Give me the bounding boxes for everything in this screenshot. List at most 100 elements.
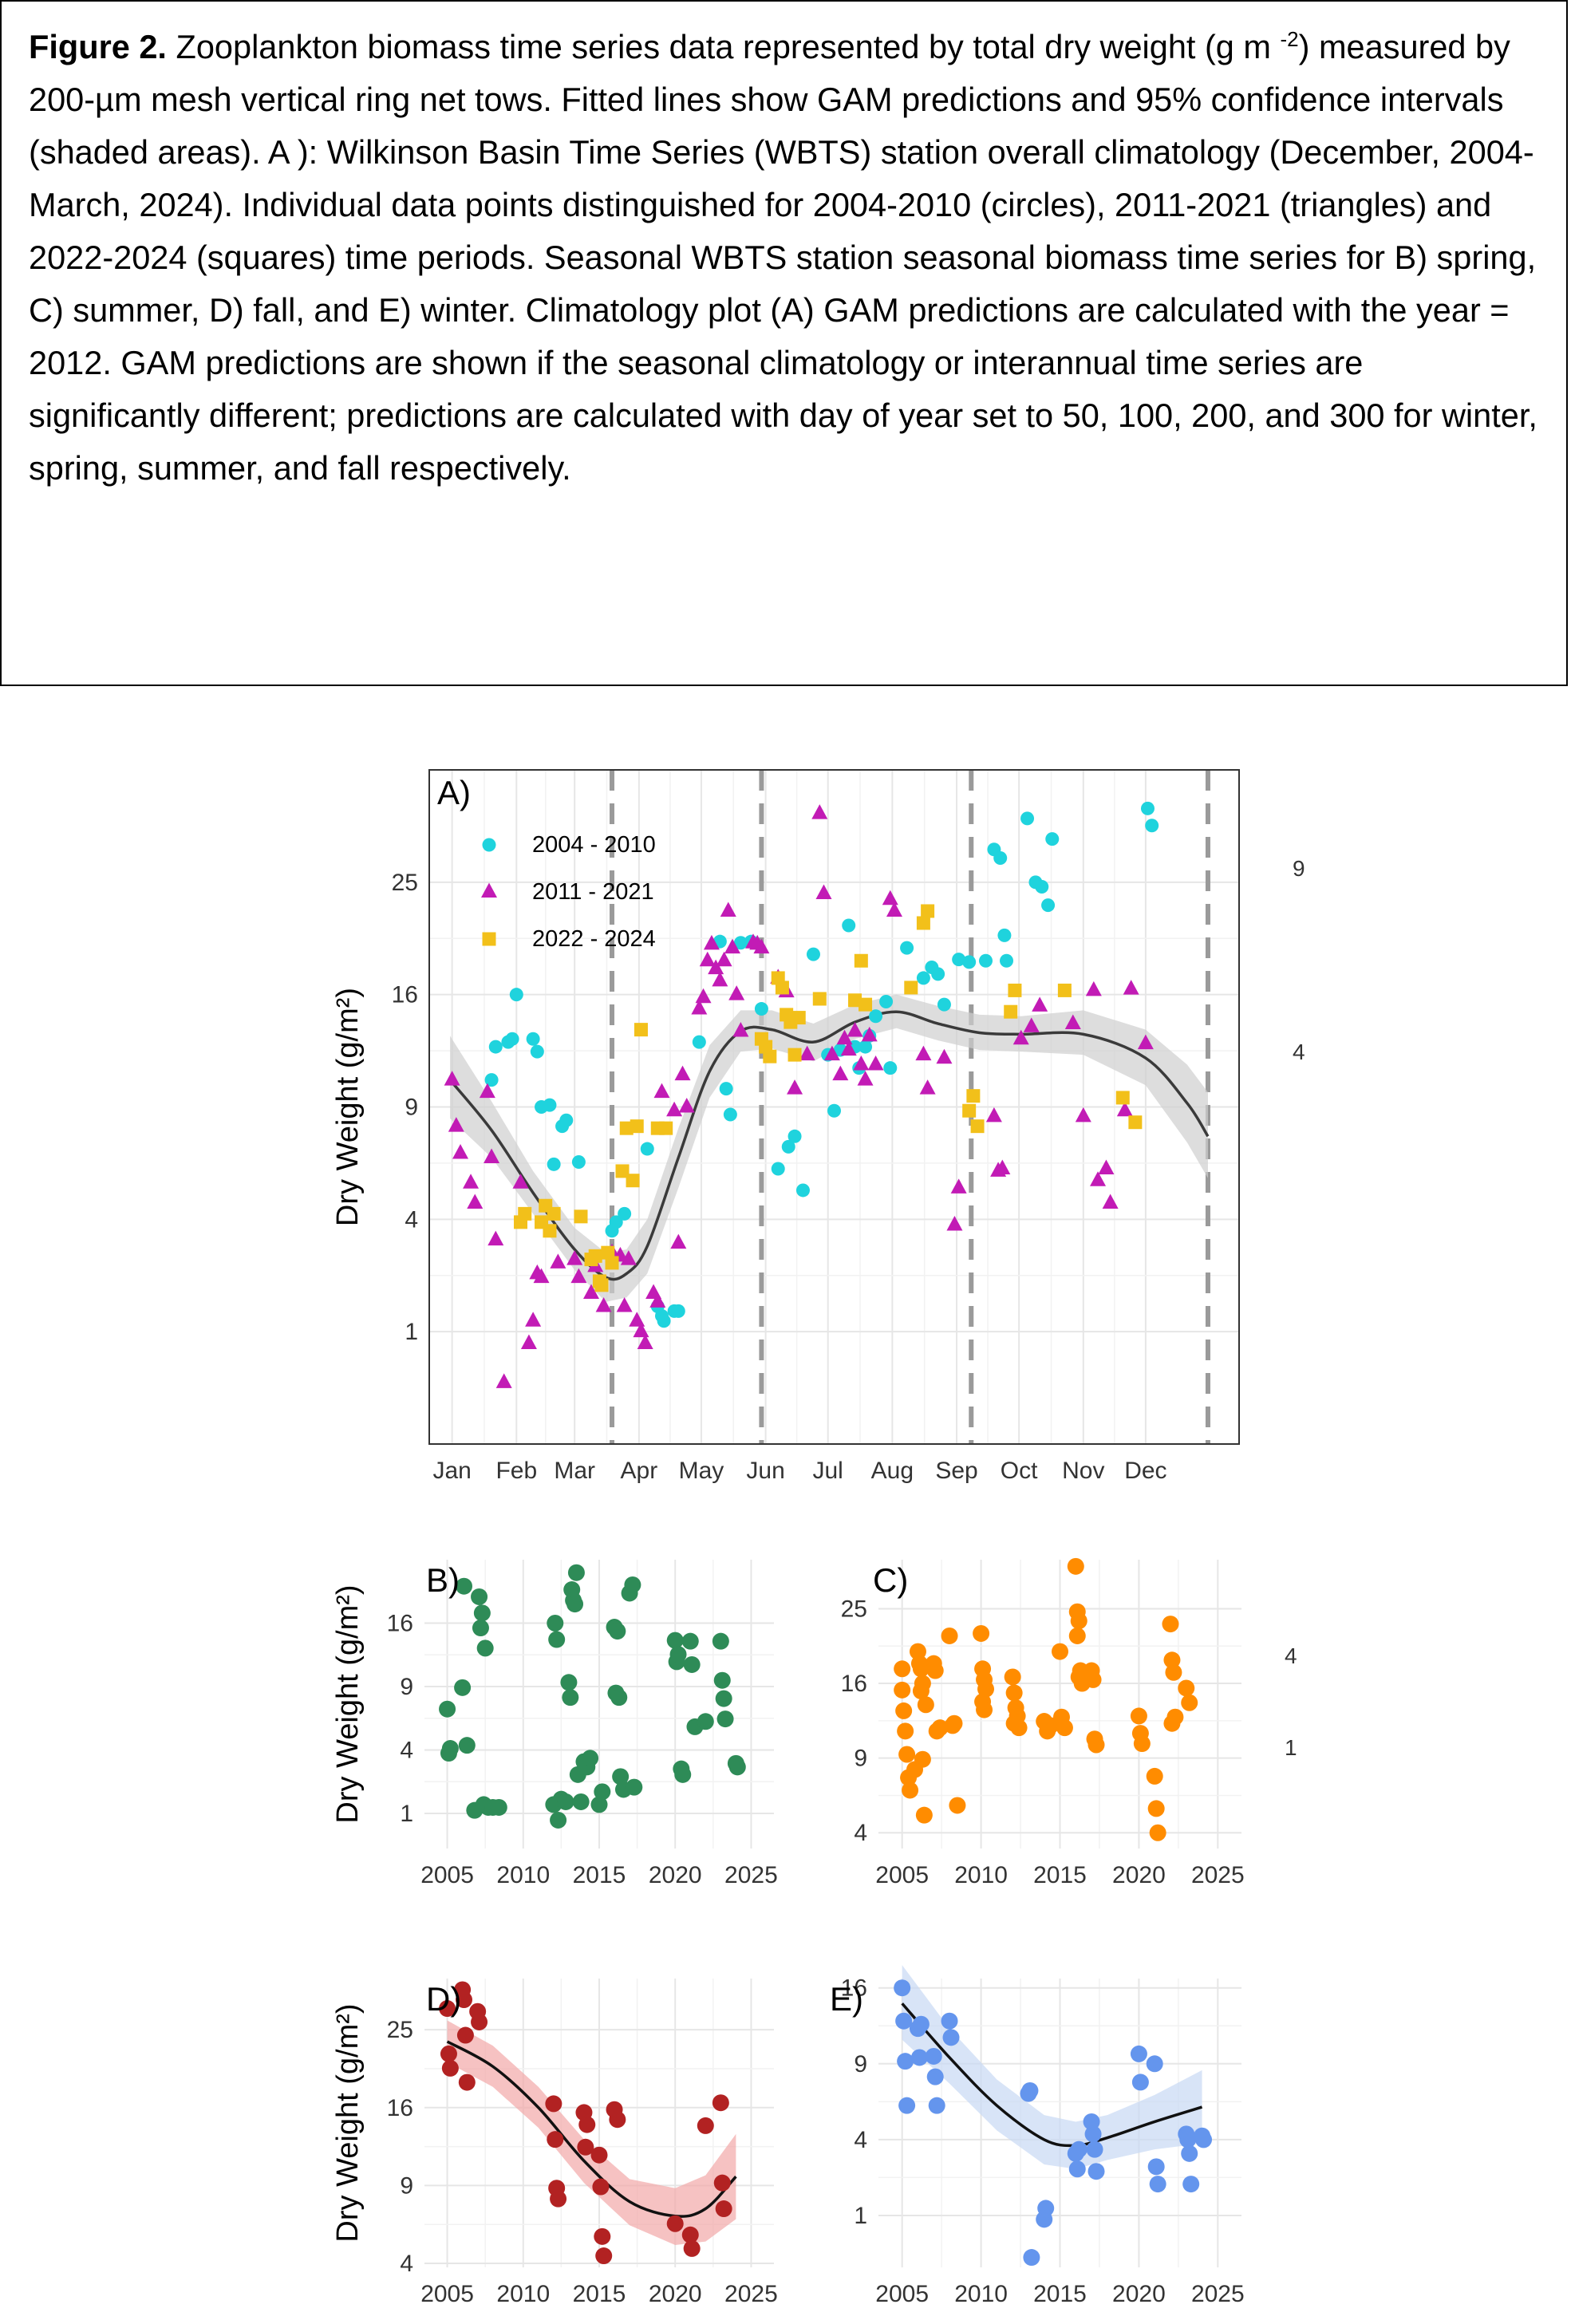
y-tick-label: 1 (400, 1801, 413, 1827)
data-point (894, 1979, 911, 1997)
y-tick-label: 1 (854, 2203, 867, 2229)
x-tick-label: 2005 (420, 2281, 474, 2307)
data-point (439, 2000, 456, 2018)
data-point (716, 1710, 734, 1728)
data-point (713, 1671, 731, 1689)
data-point-triangle (712, 971, 728, 987)
x-tick-label: 2020 (1112, 2281, 1166, 2307)
x-tick-label: 2005 (875, 1862, 929, 1888)
legend-entry: 2022 - 2024 (532, 926, 656, 952)
data-point (490, 1798, 507, 1816)
data-point (897, 1722, 914, 1740)
plot-border (428, 769, 1240, 1445)
y-tick-label: 25 (392, 870, 418, 896)
data-point-circle (1045, 832, 1060, 846)
panel-label: D) (426, 1980, 461, 2018)
data-point (1087, 2163, 1105, 2180)
x-tick-label: Aug (871, 1458, 914, 1484)
data-point-square (966, 1089, 981, 1103)
data-point (931, 1719, 949, 1737)
data-point-circle (1140, 801, 1155, 815)
caption-superscript: -2 (1280, 27, 1299, 52)
x-tick-label: Mar (554, 1458, 595, 1484)
data-point-triangle (799, 1045, 815, 1061)
data-point-triangle (1023, 1017, 1040, 1032)
data-point-circle (559, 1113, 574, 1127)
data-point-circle (869, 1009, 883, 1024)
data-point-triangle (479, 1083, 495, 1099)
panel-a: Jan Feb Mar Apr May Jun Jul Aug Sep Oct Nov Dec 1 4 9 1… (331, 769, 1240, 1484)
data-point-triangle (616, 1297, 633, 1312)
data-point (1021, 2081, 1039, 2099)
data-point-triangle (886, 902, 902, 917)
data-point-triangle (670, 1233, 687, 1249)
data-point (1147, 1800, 1165, 1817)
y-tick-label: 4 (400, 1738, 413, 1764)
data-point (594, 1783, 611, 1801)
data-point (1181, 1694, 1198, 1711)
x-tick-label: Apr (621, 1458, 658, 1484)
gam-fit-line (446, 2040, 737, 2218)
data-point (898, 2097, 916, 2114)
data-point-triangle (484, 1148, 500, 1163)
data-point (458, 1737, 476, 1754)
data-point-triangle (463, 1174, 480, 1189)
data-point (456, 2026, 474, 2044)
data-point (626, 1778, 643, 1796)
data-point-square (518, 1206, 532, 1221)
data-point (609, 1623, 626, 1640)
data-point-triangle (550, 1253, 566, 1269)
x-tick-label: Nov (1062, 1458, 1104, 1484)
data-point (471, 2013, 488, 2030)
data-point (566, 1596, 584, 1613)
data-point-triangle (691, 1000, 708, 1015)
panel-b: 2005 2010 2015 2020 2025 1 4 9 16 B) Dry Weight (g… (331, 1560, 778, 1888)
data-point (560, 1674, 578, 1691)
data-point-triangle (452, 1143, 469, 1159)
data-point (594, 2227, 611, 2245)
data-point-circle (937, 997, 951, 1012)
y-tick-label: 16 (841, 1671, 867, 1697)
data-point (595, 2247, 613, 2265)
data-point (949, 1797, 966, 1814)
panel-label: A) (437, 774, 471, 811)
data-point-triangle (823, 1045, 840, 1061)
data-point-triangle (915, 1045, 932, 1061)
data-point (439, 1700, 456, 1718)
data-point-circle (916, 971, 930, 985)
data-point (925, 2047, 942, 2065)
data-point-circle (1000, 953, 1014, 968)
data-point-triangle (695, 988, 712, 1004)
data-point-square (812, 992, 827, 1006)
data-point-triangle (946, 1215, 963, 1231)
y-axis-label: Dry Weight (g/m²) (331, 2003, 365, 2242)
data-point-square (1004, 1004, 1018, 1019)
data-point-triangle (732, 1022, 749, 1037)
data-point (1068, 2160, 1086, 2178)
data-point-square (619, 1121, 634, 1135)
data-point (454, 1679, 472, 1696)
data-point-circle (547, 1157, 561, 1171)
data-point (1133, 1735, 1151, 1753)
data-point (567, 1564, 585, 1581)
x-tick-label: 2015 (1033, 2281, 1087, 2307)
data-point-triangle (857, 1071, 874, 1086)
data-point (572, 1793, 590, 1810)
data-point-triangle (867, 1055, 884, 1071)
x-tick-label: 2015 (1033, 1862, 1087, 1888)
edge-fragment-label: 1 (1285, 1735, 1297, 1760)
data-point (473, 1604, 491, 1622)
data-point-square (543, 1224, 557, 1238)
data-point-circle (978, 953, 993, 968)
gam-confidence-band (447, 2020, 736, 2246)
data-point (926, 2068, 944, 2085)
data-point-square (1128, 1115, 1143, 1130)
data-point-circle (997, 928, 1012, 942)
data-point (440, 2045, 457, 2062)
data-point (456, 1577, 473, 1595)
data-point (894, 1660, 911, 1678)
data-point (928, 2097, 945, 2114)
data-point-square (921, 904, 935, 918)
data-point-circle (1035, 879, 1049, 894)
y-tick-label: 9 (400, 2172, 413, 2199)
